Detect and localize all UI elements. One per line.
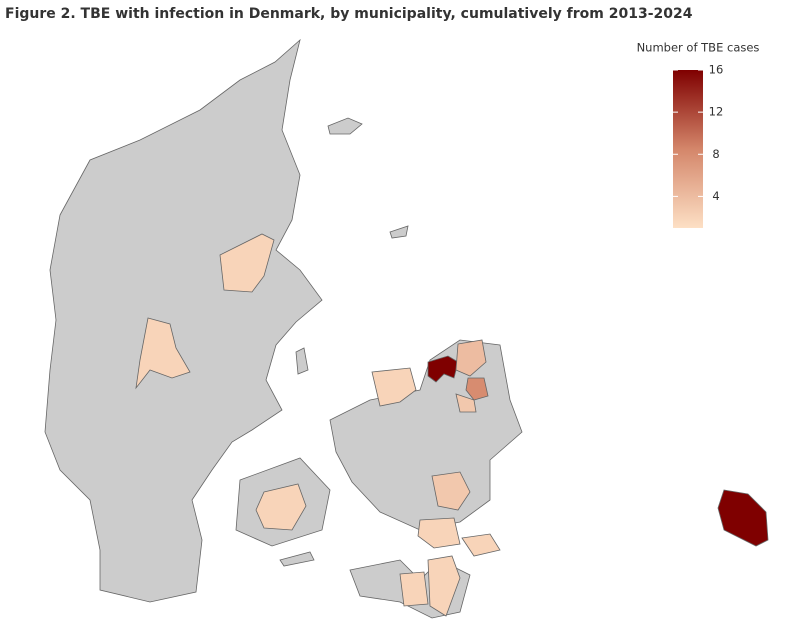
municipality	[431, 471, 471, 511]
municipality	[135, 317, 191, 390]
legend-tick-label: 8	[712, 147, 719, 161]
samso	[295, 347, 309, 375]
municipality	[371, 367, 417, 407]
municipality	[427, 555, 461, 617]
legend: Number of TBE cases 4 8 12 16	[637, 41, 760, 228]
municipality	[455, 339, 487, 377]
jutland	[44, 38, 323, 603]
figure-title: Figure 2. TBE with infection in Denmark,…	[5, 6, 693, 22]
legend-title: Number of TBE cases	[637, 41, 760, 55]
municipality	[399, 571, 429, 607]
municipality	[417, 517, 461, 549]
municipality	[255, 483, 307, 531]
anholt	[389, 225, 409, 239]
municipality	[465, 377, 489, 401]
municipality	[717, 489, 769, 547]
laeso	[327, 117, 363, 135]
municipalities	[135, 233, 769, 617]
legend-tick-label: 12	[709, 105, 724, 119]
municipality	[427, 355, 459, 383]
municipality	[219, 233, 275, 293]
legend-tick-label: 16	[709, 63, 724, 77]
colorbar	[673, 70, 703, 228]
municipality	[461, 533, 501, 557]
municipality	[455, 393, 477, 413]
aero	[279, 551, 315, 567]
legend-tick-label: 4	[712, 189, 719, 203]
zealand	[329, 339, 523, 531]
